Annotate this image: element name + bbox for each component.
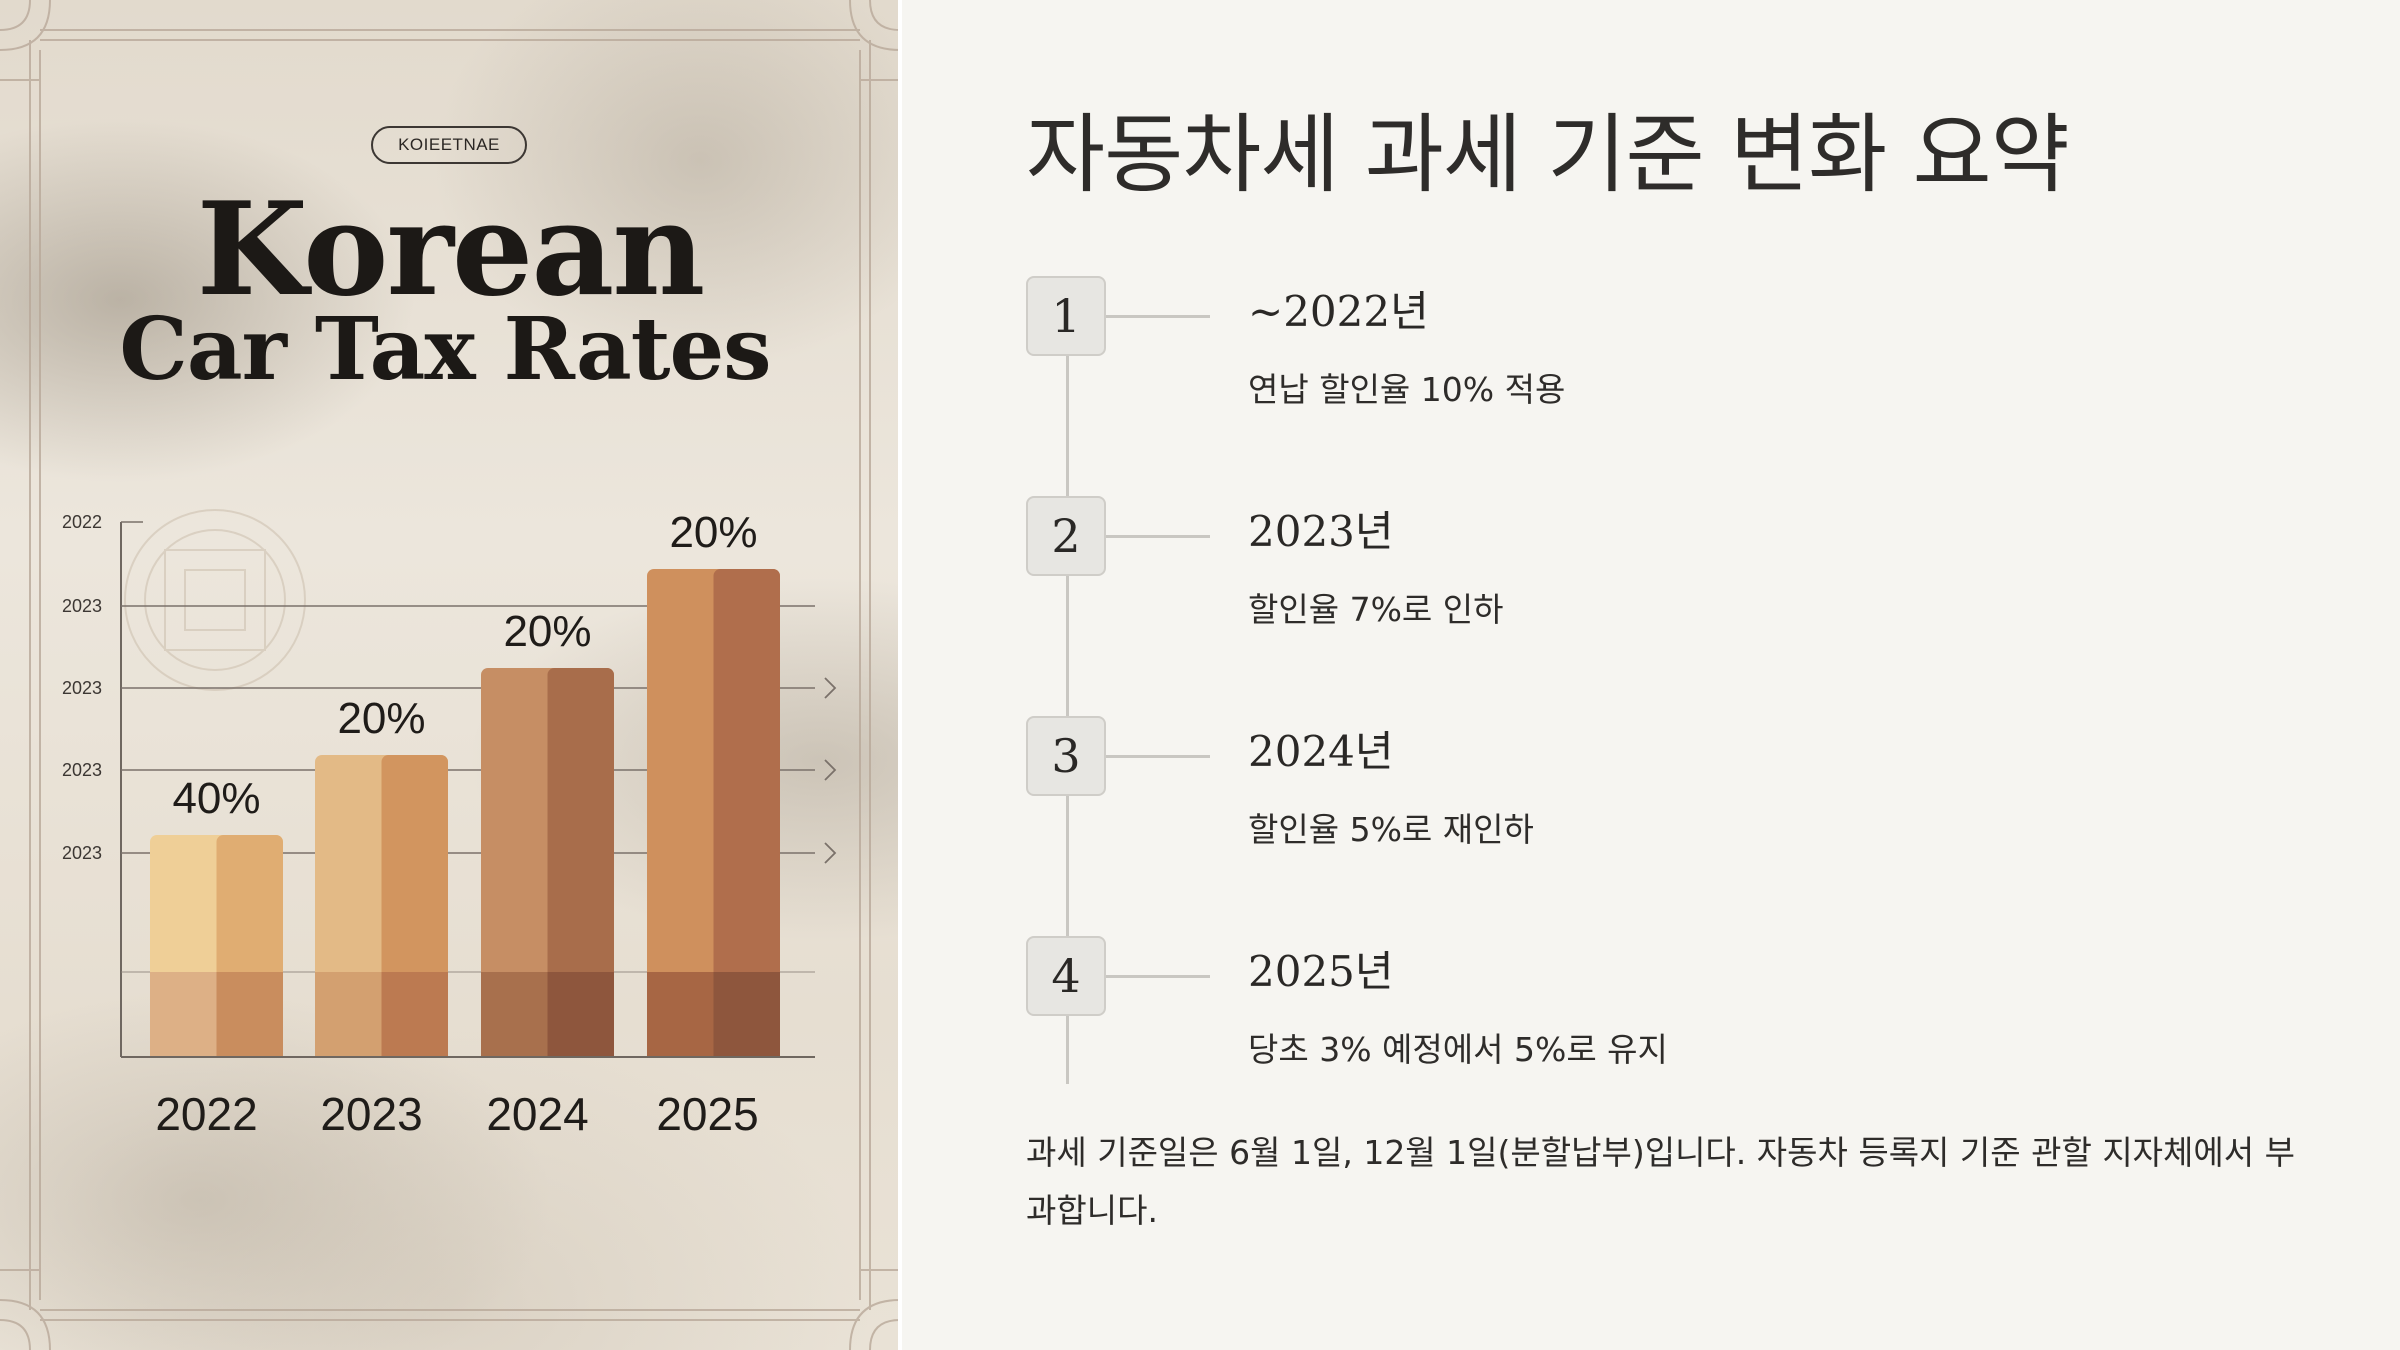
step-connector [1106,975,1210,978]
gridline-arrow [824,677,837,699]
step-number: 3 [1026,716,1106,796]
y-tick-label: 2022 [62,512,102,532]
x-category-label: 2023 [320,1088,422,1140]
step-description: 할인율 7%로 인하 [1248,590,1504,629]
panel-divider [898,0,902,1350]
bar-2023 [315,755,448,1056]
gridline-arrow [824,842,837,864]
step-number: 2 [1026,496,1106,576]
y-tick-label: 2023 [62,843,102,863]
bar-value-label: 20% [337,694,425,743]
step-connector [1106,535,1210,538]
bar-right [713,569,780,1056]
step-connector [1106,315,1210,318]
step-year: ~2022년 [1248,287,1429,336]
bar-base-right [381,972,448,1056]
y-tick-label: 2023 [62,760,102,780]
timeline-line [1066,330,1069,1084]
poster-panel: KOIEETNAE Korean Car Tax Rates 2022 2023 2… [0,0,900,1350]
footnote: 과세 기준일은 6월 1일, 12월 1일(분할납부)입니다. 자동차 등록지 … [1026,1133,2295,1230]
poster-title-line2: Car Tax Rates [119,299,771,400]
bar-base-right [713,972,780,1056]
bar-base-left [647,972,714,1056]
chart-labels: 2022 2023 2023 2023 2023 40% 2022 20% 2023 20% 202… [62,508,759,1140]
poster-badge: KOIEETNAE [371,126,527,164]
x-category-label: 2022 [155,1088,257,1140]
y-tick-label: 2023 [62,678,102,698]
timeline-step-3: 3 2024년 할인율 5%로 재인하 [1026,716,2326,876]
gridline-arrow [824,759,837,781]
bar-base-right [547,972,614,1056]
bar-value-label: 40% [172,774,260,823]
timeline-step-1: 1 ~2022년 연납 할인율 10% 적용 [1026,276,2326,436]
bar-2025 [647,569,780,1056]
step-year: 2025년 [1248,947,1394,996]
y-tick-label: 2023 [62,596,102,616]
bar-base-left [481,972,548,1056]
bar-base-left [315,972,382,1056]
x-category-label: 2025 [656,1088,758,1140]
step-number: 1 [1026,276,1106,356]
step-description: 할인율 5%로 재인하 [1248,810,1534,849]
step-description: 당초 3% 예정에서 5%로 유지 [1248,1030,1668,1069]
decorative-frame [0,0,900,1350]
timeline-step-2: 2 2023년 할인율 7%로 인하 [1026,496,2326,656]
page-title: 자동차세 과세 기준 변화 요약 [1026,105,2070,205]
bar-2024 [481,668,614,1056]
step-description: 연납 할인율 10% 적용 [1248,370,1566,409]
bar-value-label: 20% [503,607,591,656]
bar-base-right [216,972,283,1056]
step-connector [1106,755,1210,758]
x-category-label: 2024 [486,1088,588,1140]
bar-base-left [150,972,217,1056]
step-number: 4 [1026,936,1106,1016]
step-year: 2023년 [1248,507,1394,556]
poster-title-line1: Korean [196,175,706,325]
step-year: 2024년 [1248,727,1394,776]
bar-value-label: 20% [669,508,757,557]
bar-2022 [150,835,283,1056]
bar-right [547,668,614,1056]
timeline-step-4: 4 2025년 당초 3% 예정에서 5%로 유지 [1026,936,2326,1096]
chart-bars [150,569,780,1056]
bar-chart: 2022 2023 2023 2023 2023 40% 2022 20% 2023 20% 202… [62,508,837,1140]
